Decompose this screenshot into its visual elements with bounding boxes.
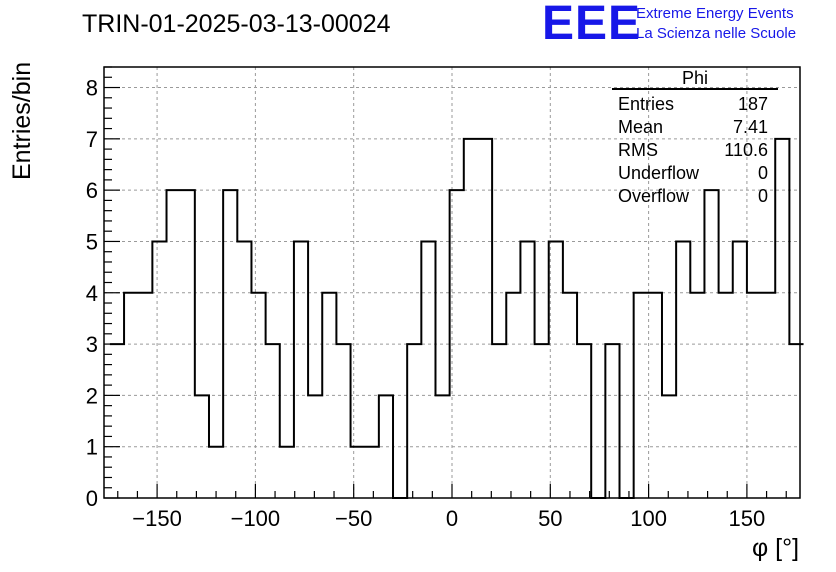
histogram-bin	[308, 395, 322, 498]
stat-value: 187	[737, 94, 768, 114]
histogram-bin	[605, 344, 619, 498]
y-tick-label: 2	[86, 383, 98, 408]
y-tick-label: 7	[86, 127, 98, 152]
histogram-bin	[747, 293, 761, 498]
histogram-bin	[549, 241, 563, 498]
histogram-bin	[351, 447, 365, 498]
histogram-bin	[152, 241, 166, 498]
histogram-bin	[563, 293, 577, 498]
histogram-bin	[280, 447, 294, 498]
histogram-bin	[223, 190, 237, 498]
histogram-bin	[266, 344, 280, 498]
histogram-bin	[690, 293, 704, 498]
stats-title: Phi	[612, 68, 778, 90]
stat-label: Mean	[618, 117, 664, 137]
x-axis: −150 −100 −50 0 50 100 150	[117, 484, 787, 531]
histogram-bin	[577, 344, 591, 498]
stat-value: 110.6	[724, 140, 768, 160]
run-title: TRIN-01-2025-03-13-00024	[82, 10, 391, 38]
histogram-bin	[662, 395, 676, 498]
stat-label: Overflow	[618, 186, 690, 206]
histogram-bin	[294, 241, 308, 498]
histogram-bin	[761, 293, 775, 498]
histogram-bin	[336, 344, 350, 498]
histogram-bin	[195, 395, 209, 498]
histogram-bin	[535, 344, 549, 498]
histogram-bin	[421, 241, 435, 498]
histogram-bin	[478, 139, 492, 498]
x-tick-label: 0	[446, 506, 458, 531]
histogram-bin	[676, 241, 690, 498]
stat-label: Entries	[618, 94, 675, 114]
stat-label: RMS	[618, 140, 658, 160]
y-tick-label: 4	[86, 281, 98, 306]
histogram-bin	[464, 139, 478, 498]
stat-row-underflow: Underflow 0	[612, 162, 778, 185]
logo-caption: Extreme Energy Events La Scienza nelle S…	[636, 4, 796, 44]
histogram-bin	[506, 293, 520, 498]
logo-line-1: Extreme Energy Events	[636, 5, 794, 22]
y-tick-label: 0	[86, 486, 98, 511]
y-tick-label: 6	[86, 178, 98, 203]
stat-label: Underflow	[618, 163, 700, 183]
y-tick-label: 5	[86, 229, 98, 254]
histogram-bin	[322, 293, 336, 498]
histogram-bin	[365, 447, 379, 498]
histogram-bin	[492, 344, 506, 498]
x-tick-label: −150	[132, 506, 182, 531]
stat-row-overflow: Overflow 0	[612, 185, 778, 208]
y-tick-label: 8	[86, 76, 98, 101]
histogram-bin	[237, 241, 251, 498]
histogram-bin	[167, 190, 181, 498]
histogram-series	[109, 137, 804, 499]
stat-row-mean: Mean 7.41	[612, 116, 778, 139]
histogram-bin	[407, 344, 421, 498]
histogram-bin	[209, 447, 223, 498]
x-tick-label: 150	[729, 506, 766, 531]
histogram-bin	[379, 395, 393, 498]
histogram-bin	[520, 241, 534, 498]
stats-box: Phi Entries 187 Mean 7.41 RMS 110.6 Unde…	[612, 68, 778, 208]
x-tick-label: 50	[538, 506, 562, 531]
histogram-bin	[138, 293, 152, 498]
eee-logo: EEE	[542, 0, 642, 50]
stat-value: 0	[757, 186, 768, 206]
histogram-bin	[450, 190, 464, 498]
stat-row-entries: Entries 187	[612, 93, 778, 116]
histogram-bin	[124, 293, 138, 498]
histogram-bin	[634, 293, 648, 498]
histogram-bin	[251, 293, 265, 498]
histogram-bin	[733, 241, 747, 498]
stat-value: 7.41	[732, 117, 768, 137]
histogram-bin	[648, 293, 662, 498]
histogram-bin	[789, 344, 803, 498]
histogram-bin	[719, 293, 733, 498]
y-tick-label: 3	[86, 332, 98, 357]
x-axis-label: φ [°]	[752, 534, 800, 562]
histogram-bin	[181, 190, 195, 498]
stat-row-rms: RMS 110.6	[612, 139, 778, 162]
histogram-bin	[704, 190, 718, 498]
x-tick-label: −100	[231, 506, 281, 531]
logo-line-2: La Scienza nelle Scuole	[636, 25, 797, 42]
y-axis: 0 1 2 3 4 5 6 7 8	[86, 66, 120, 511]
x-tick-label: −50	[335, 506, 372, 531]
stat-value: 0	[757, 163, 768, 183]
x-tick-label: 100	[630, 506, 667, 531]
histogram-outline	[109, 137, 804, 499]
histogram-bin	[435, 395, 449, 498]
y-tick-label: 1	[86, 435, 98, 460]
histogram-bin	[110, 344, 124, 498]
